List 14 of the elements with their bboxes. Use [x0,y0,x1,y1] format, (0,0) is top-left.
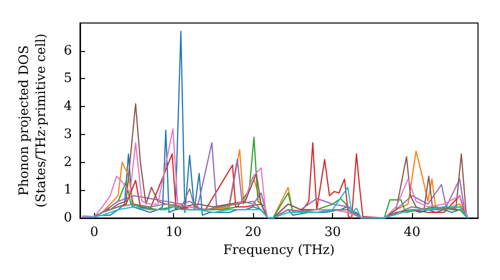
x-tick-label: 0 [90,225,98,240]
y-tick-label: 6 [64,43,72,58]
y-tick-label: 0 [64,210,72,226]
x-tick-label: 40 [404,225,420,240]
x-tick-label: 10 [165,225,182,240]
y-tick-label: 5 [64,71,72,86]
y-tick-label: 4 [64,99,72,114]
y-axis-title: Phonon projected DOS (States/THz·primitive cell) [17,33,49,208]
x-tick-label: 20 [244,225,262,240]
y-tick-label: 2 [64,154,72,170]
x-axis-title: Frequency (THz) [223,242,335,258]
y-tick-label: 1 [64,182,72,198]
y-tick-label: 3 [64,126,72,142]
x-tick-label: 30 [324,225,341,240]
